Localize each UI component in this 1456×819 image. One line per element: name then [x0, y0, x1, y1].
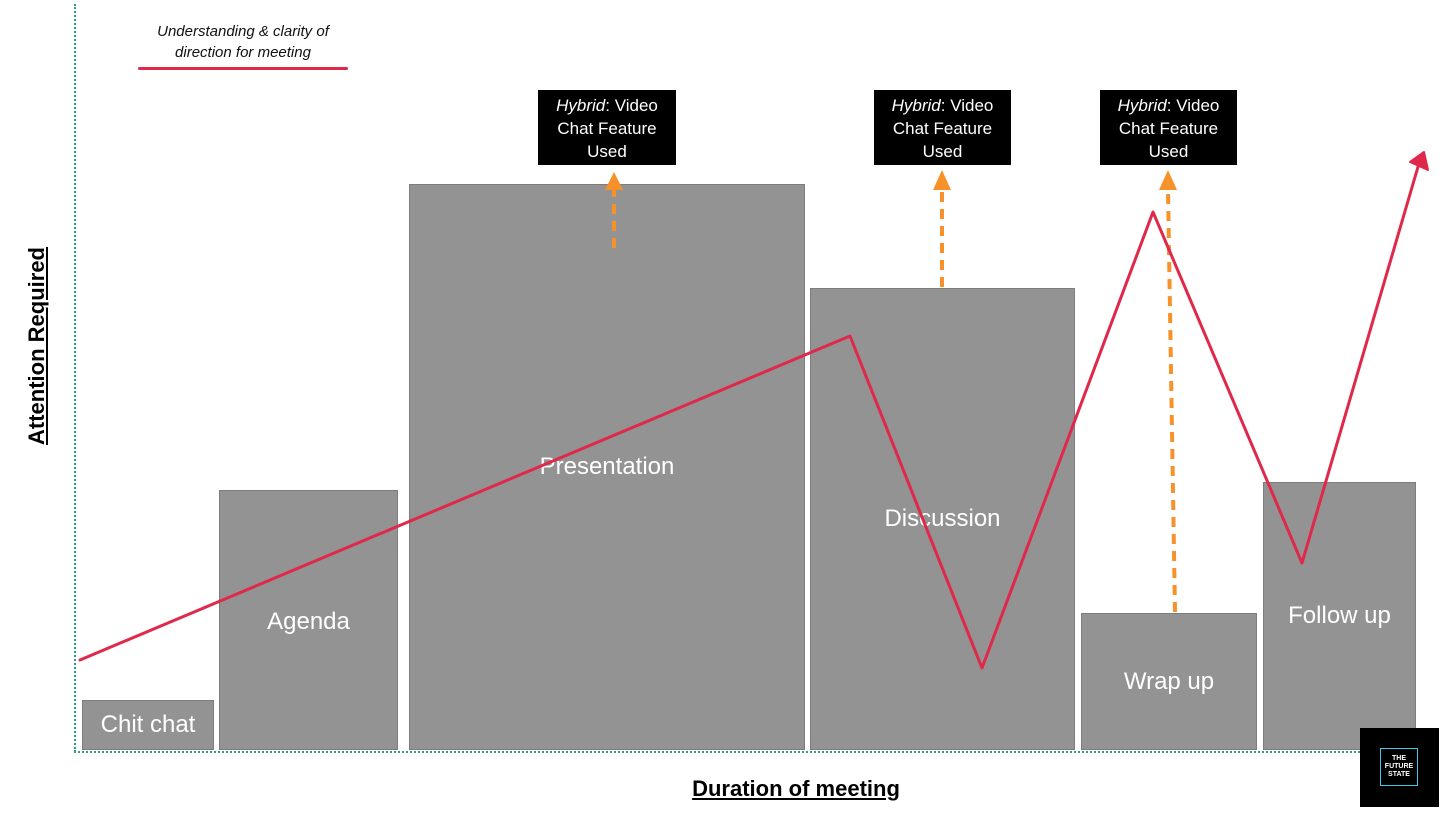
block-chit-chat: Chit chat	[82, 700, 214, 750]
y-axis	[74, 4, 76, 752]
clarity-line	[78, 151, 1429, 670]
callout-prefix: Hybrid	[556, 96, 606, 115]
block-label: Chit chat	[100, 711, 196, 738]
block-label: Discussion	[884, 505, 1001, 532]
callout-video-chat-3: Hybrid: Video Chat Feature Used	[1100, 90, 1237, 165]
block-wrap-up: Wrap up	[1081, 613, 1257, 750]
block-agenda: Agenda	[219, 490, 398, 750]
callout-text: : Video Chat Feature Used	[1118, 96, 1220, 161]
callout-text: : Video Chat Feature Used	[557, 96, 658, 161]
x-axis-title: Duration of meeting	[692, 776, 900, 801]
logo-text: THE FUTURE STATE	[1384, 755, 1414, 778]
block-label: Wrap up	[1123, 667, 1215, 695]
callout-video-chat-2: Hybrid: Video Chat Feature Used	[874, 90, 1011, 165]
block-label: Agenda	[267, 608, 350, 635]
legend-label: Understanding & clarity of direction for…	[157, 23, 329, 61]
block-discussion: Discussion	[810, 288, 1075, 750]
dashed-arrow-1	[605, 172, 623, 248]
callout-prefix: Hybrid	[1117, 96, 1167, 115]
x-axis	[74, 751, 1364, 753]
dashed-arrow-2	[933, 170, 951, 287]
block-label: Follow up	[1288, 602, 1391, 629]
logo-frame: THE FUTURE STATE	[1380, 748, 1418, 786]
legend-line	[138, 67, 348, 70]
callout-video-chat-1: Hybrid: Video Chat Feature Used	[538, 90, 676, 165]
dashed-arrow-3	[1159, 170, 1177, 613]
block-presentation: Presentation	[409, 184, 805, 750]
the-future-state-logo: THE FUTURE STATE	[1360, 728, 1439, 807]
callout-prefix: Hybrid	[891, 96, 941, 115]
callout-text: : Video Chat Feature Used	[892, 96, 994, 161]
block-follow-up: Follow up	[1263, 482, 1416, 750]
